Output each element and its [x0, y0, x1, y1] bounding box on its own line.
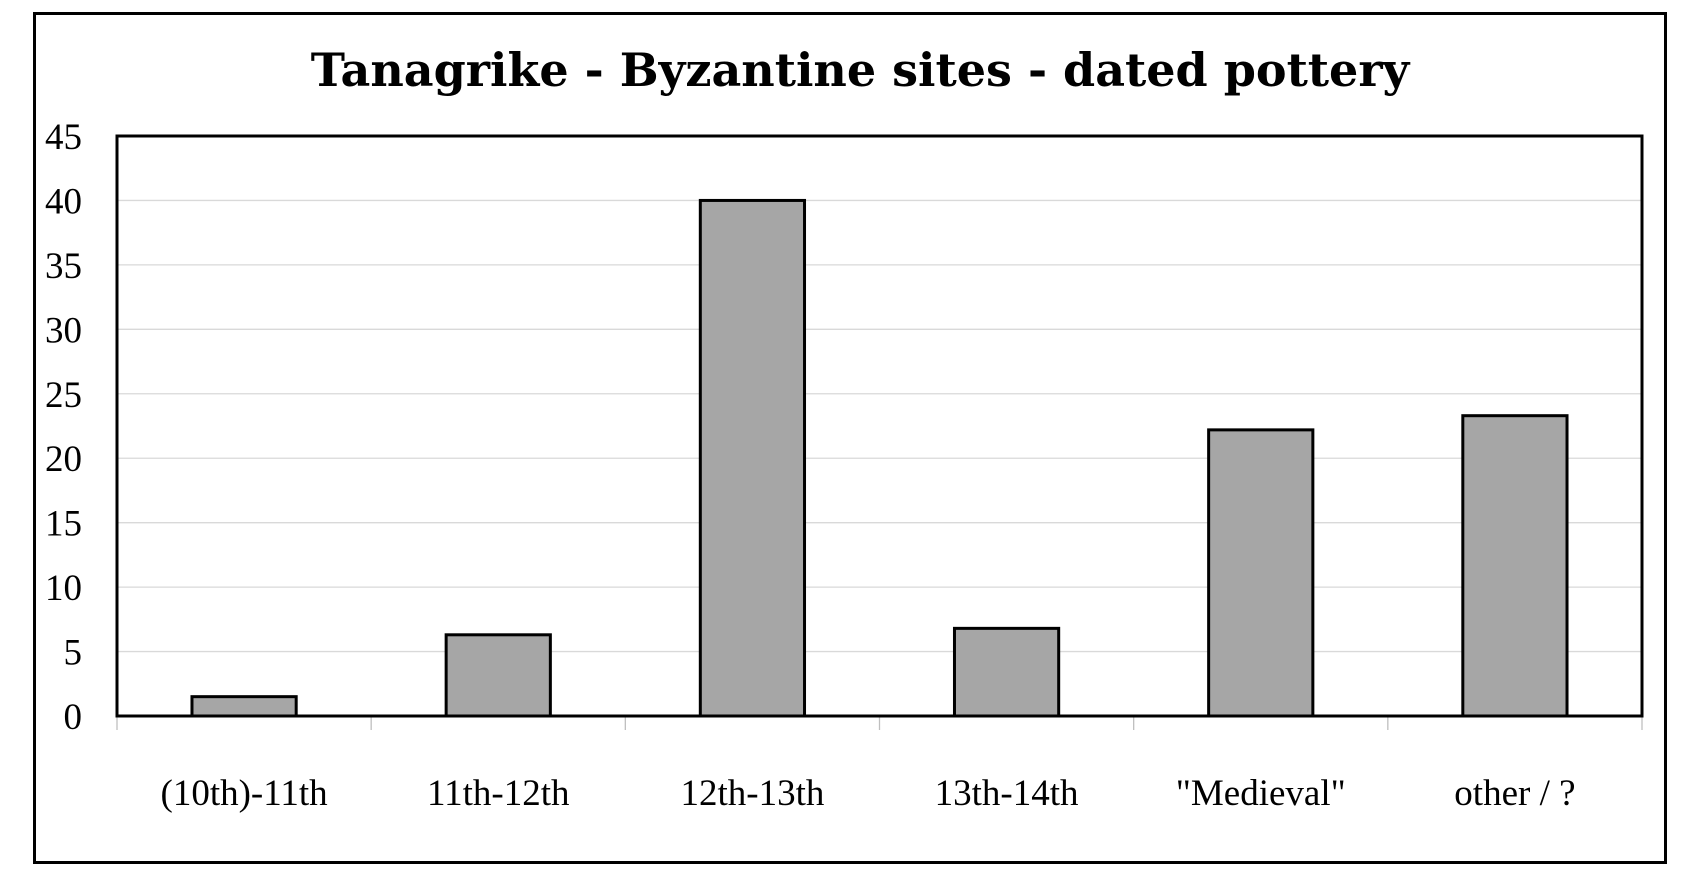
- y-tick-label-0: 0: [64, 697, 83, 738]
- x-category-label-0: (10th)-11th: [161, 773, 329, 814]
- bar-3: [952, 626, 1061, 718]
- bar-1: [444, 633, 552, 718]
- y-tick-label-1: 5: [64, 633, 83, 674]
- bar-4: [1207, 428, 1315, 718]
- y-tick-label-6: 30: [45, 310, 82, 351]
- y-tick-labels: 0 5 10 15 20 25 30 35 40 45: [45, 117, 82, 738]
- x-category-label-3: 13th-14th: [935, 773, 1079, 814]
- bar-5: [1461, 414, 1569, 718]
- y-tick-label-5: 25: [45, 375, 82, 416]
- y-tick-label-9: 45: [45, 117, 82, 158]
- x-category-label-5: other / ?: [1454, 773, 1575, 814]
- y-tick-label-7: 35: [45, 246, 82, 287]
- x-category-label-1: 11th-12th: [427, 773, 570, 814]
- bars: [190, 198, 1569, 718]
- bar-2: [698, 198, 807, 718]
- plot-area-border: [115, 134, 1644, 718]
- x-category-label-2: 12th-13th: [680, 773, 824, 814]
- axes: [115, 134, 1644, 730]
- y-tick-label-8: 40: [45, 181, 82, 222]
- gridlines: [117, 199, 1642, 653]
- y-tick-label-4: 20: [45, 439, 82, 480]
- chart-title: Tanagrike - Byzantine sites - dated pott…: [311, 43, 1411, 97]
- y-tick-label-3: 15: [45, 504, 82, 545]
- chart-frame: [33, 12, 1667, 864]
- y-tick-label-2: 10: [45, 568, 82, 609]
- x-category-label-4: "Medieval": [1176, 773, 1346, 814]
- x-category-labels: (10th)-11th 11th-12th 12th-13th 13th-14th "M…: [161, 773, 1576, 814]
- bar-0: [190, 695, 298, 718]
